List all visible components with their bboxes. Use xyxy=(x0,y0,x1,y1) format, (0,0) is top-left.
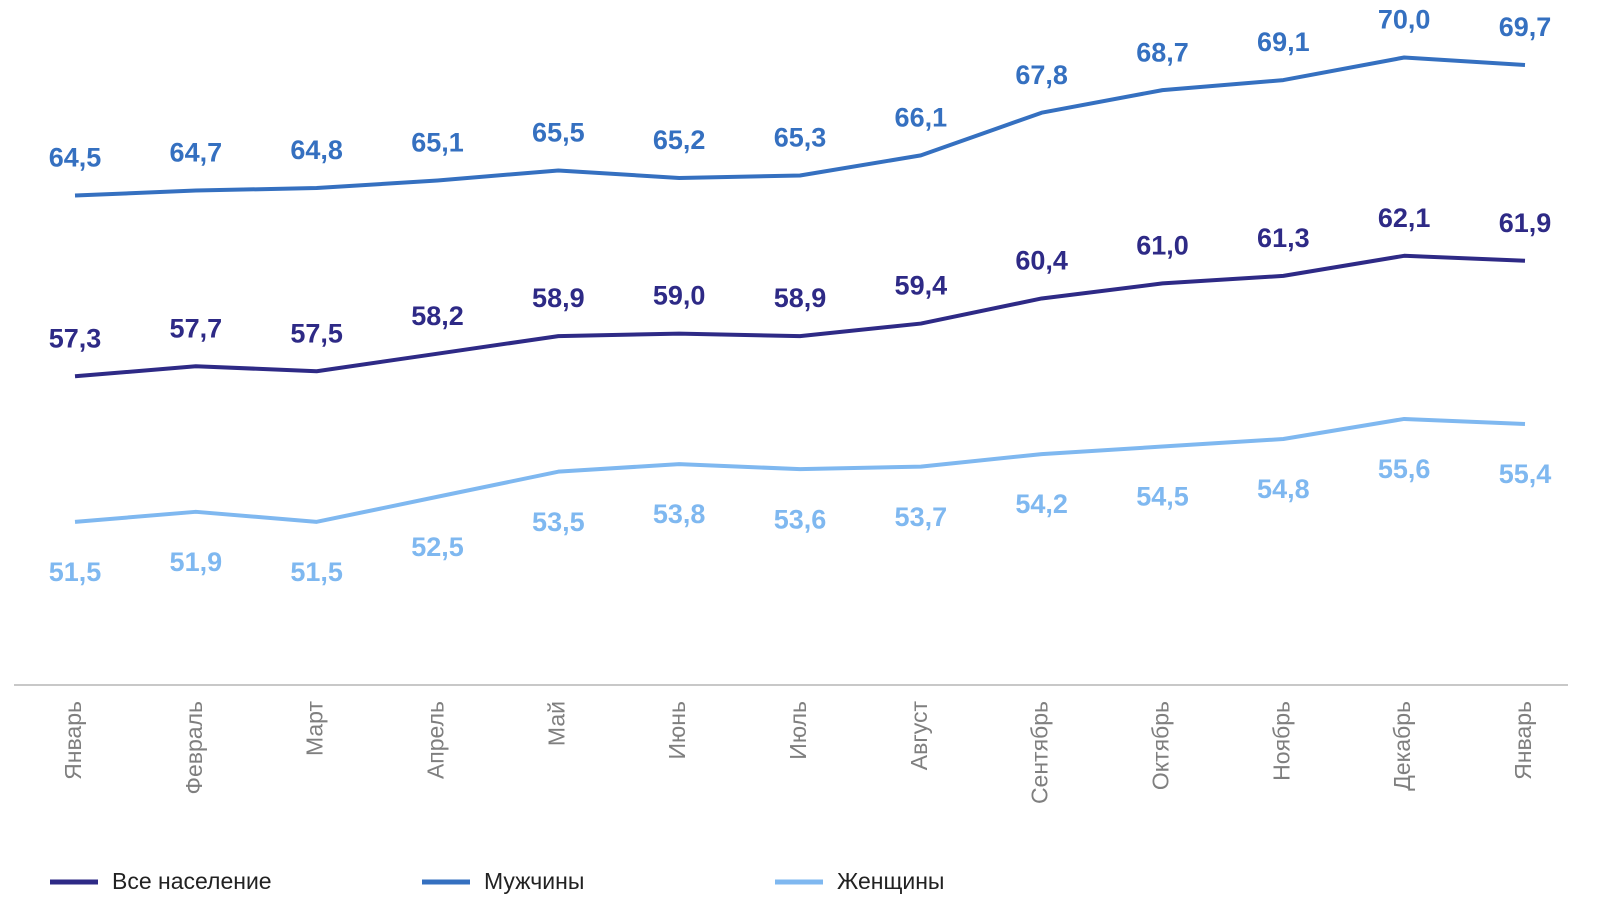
data-label: 57,3 xyxy=(49,323,102,353)
data-label: 68,7 xyxy=(1136,37,1189,67)
data-label: 61,3 xyxy=(1257,223,1310,253)
x-tick-label: Март xyxy=(302,701,328,756)
data-label: 62,1 xyxy=(1378,203,1431,233)
data-label: 58,9 xyxy=(532,283,585,313)
x-tick-label: Декабрь xyxy=(1389,701,1415,791)
data-label: 55,6 xyxy=(1378,454,1431,484)
data-label: 64,8 xyxy=(290,135,343,165)
data-label: 65,2 xyxy=(653,125,706,155)
data-label: 58,9 xyxy=(774,283,827,313)
data-label: 65,1 xyxy=(411,128,464,158)
x-tick-label: Октябрь xyxy=(1148,701,1174,790)
data-label: 53,6 xyxy=(774,504,827,534)
data-label: 51,5 xyxy=(49,557,102,587)
data-label: 53,8 xyxy=(653,499,706,529)
data-label: 61,0 xyxy=(1136,231,1189,261)
x-tick-label: Январь xyxy=(1510,701,1536,780)
data-label: 61,9 xyxy=(1499,208,1552,238)
data-label: 53,5 xyxy=(532,507,585,537)
data-label: 70,0 xyxy=(1378,5,1431,35)
data-label: 58,2 xyxy=(411,301,464,331)
data-label: 60,4 xyxy=(1015,246,1068,276)
data-label: 67,8 xyxy=(1015,60,1068,90)
data-label: 53,7 xyxy=(895,502,948,532)
data-label: 57,5 xyxy=(290,318,343,348)
data-label: 59,0 xyxy=(653,281,706,311)
data-label: 65,3 xyxy=(774,123,827,153)
legend-label: Женщины xyxy=(837,868,944,894)
line xyxy=(74,416,1526,524)
data-label: 59,4 xyxy=(895,271,948,301)
data-label: 57,7 xyxy=(170,313,223,343)
data-label: 55,4 xyxy=(1499,459,1552,489)
x-tick-label: Апрель xyxy=(423,701,449,779)
x-tick-label: Сентябрь xyxy=(1027,701,1053,804)
x-tick-label: Январь xyxy=(60,701,86,780)
line xyxy=(74,55,1526,198)
x-tick-label: Май xyxy=(543,701,569,746)
data-label: 54,8 xyxy=(1257,474,1310,504)
data-label: 51,5 xyxy=(290,557,343,587)
data-label: 51,9 xyxy=(170,547,223,577)
line xyxy=(74,253,1526,379)
x-tick-label: Июнь xyxy=(664,701,690,759)
data-label: 52,5 xyxy=(411,532,464,562)
data-label: 54,2 xyxy=(1015,489,1068,519)
data-label: 64,5 xyxy=(49,143,102,173)
x-tick-label: Ноябрь xyxy=(1268,701,1294,781)
data-label: 69,7 xyxy=(1499,12,1552,42)
data-label: 65,5 xyxy=(532,118,585,148)
x-tick-label: Июль xyxy=(785,701,811,760)
data-label: 54,5 xyxy=(1136,482,1189,512)
data-label: 69,1 xyxy=(1257,27,1310,57)
x-tick-label: Август xyxy=(906,701,932,771)
data-label: 66,1 xyxy=(895,103,948,133)
legend-label: Мужчины xyxy=(484,868,584,894)
legend-label: Все население xyxy=(112,868,272,894)
x-tick-label: Февраль xyxy=(181,701,207,794)
data-label: 64,7 xyxy=(170,138,223,168)
